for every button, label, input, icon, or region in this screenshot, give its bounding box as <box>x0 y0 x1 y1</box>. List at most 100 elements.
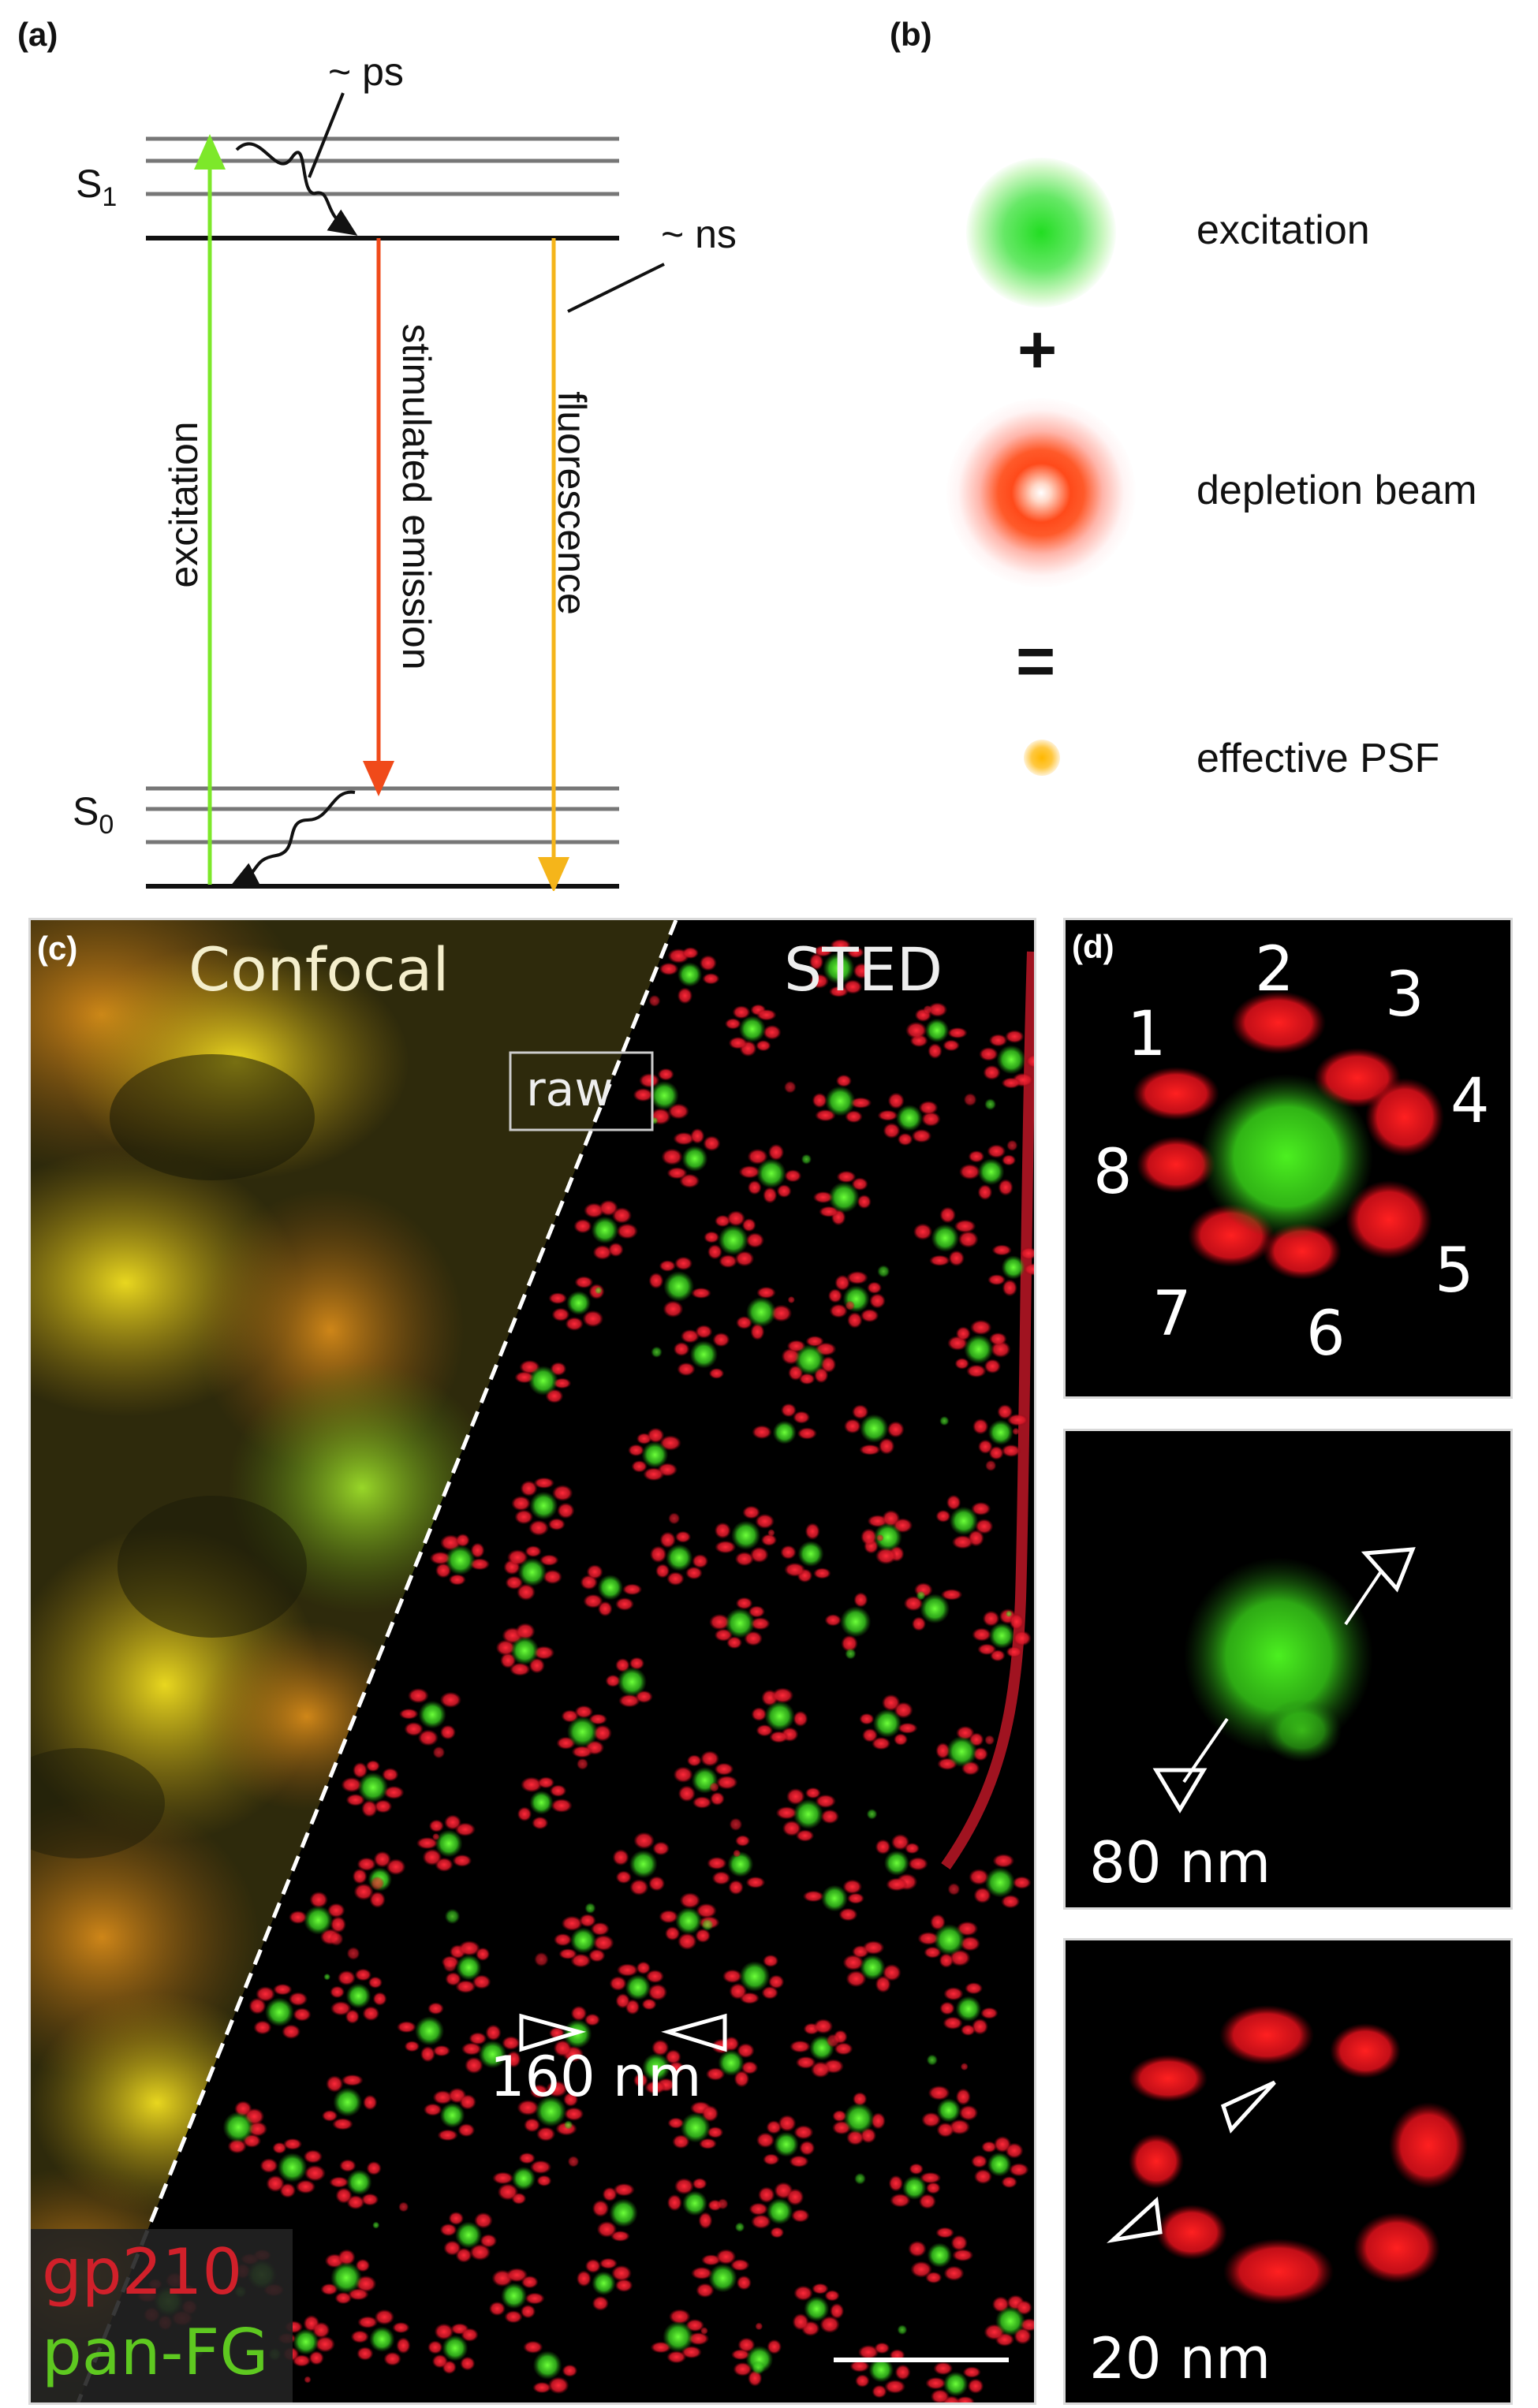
background-speckle <box>926 2054 939 2066</box>
subunit-number-8: 8 <box>1093 1137 1133 1208</box>
nuclear-pore <box>903 1582 963 1631</box>
nuclear-pore <box>612 1832 670 1896</box>
depletion-donut <box>946 398 1136 587</box>
nuclear-pore <box>935 1725 988 1776</box>
nuclear-pore <box>416 1814 476 1872</box>
background-speckle <box>733 1849 741 1858</box>
panel-b-label: (b) <box>890 16 932 53</box>
relaxation-wavy-lower <box>229 790 356 888</box>
nuclear-pore <box>736 1286 793 1340</box>
nuclear-pore <box>461 2024 521 2074</box>
background-speckle <box>329 1932 344 1947</box>
nuclear-pore <box>495 1623 555 1676</box>
background-speckle <box>787 1295 795 1304</box>
nuclear-pore <box>503 1545 562 1601</box>
nuclear-pore <box>427 2323 479 2375</box>
nuclear-pore <box>812 1170 872 1226</box>
nuclear-pore <box>969 1854 1032 1909</box>
nuclear-pore <box>320 2249 377 2305</box>
nuclear-pore <box>633 2039 685 2094</box>
nuclear-pore <box>330 1968 387 2024</box>
nuclear-pore <box>511 1477 575 1536</box>
nuclear-pore <box>704 1210 765 1269</box>
background-speckle <box>963 1093 977 1107</box>
nuclear-pore <box>843 1404 905 1456</box>
nuclear-pore <box>398 1687 462 1746</box>
background-speckle <box>534 1951 549 1967</box>
subunit-number-3: 3 <box>1385 960 1424 1031</box>
s1-label: S1 <box>76 162 118 212</box>
d3-scale-label: 20 nm <box>1089 2325 1271 2391</box>
s1-vibrational-levels <box>146 136 619 196</box>
nuclear-pore <box>691 2249 752 2298</box>
nuclear-pore <box>724 1004 782 1057</box>
nuclear-pore <box>321 2074 378 2130</box>
background-speckle <box>755 2322 763 2331</box>
nuclear-pore <box>659 947 720 1005</box>
gp210-image <box>1107 2005 1468 2305</box>
legend-box <box>31 2229 293 2402</box>
nuclear-pore <box>580 1564 643 1617</box>
nuclear-pore <box>628 1427 681 1482</box>
nuclear-pore <box>832 2092 886 2145</box>
subunit-number-7: 7 <box>1152 1279 1192 1350</box>
nuclear-pore <box>667 2101 724 2149</box>
background-speckle <box>801 1154 812 1165</box>
jablonski-diagram <box>146 92 665 891</box>
background-speckle <box>845 1648 857 1660</box>
nuclear-pore <box>523 2340 578 2395</box>
background-speckle <box>709 1782 719 1792</box>
background-speckle <box>370 1876 385 1891</box>
gp210-subunits <box>1129 2005 1468 2305</box>
nuclear-pore <box>939 1982 999 2036</box>
background-speckle <box>845 1300 855 1311</box>
nuclear-pore <box>341 1760 405 1817</box>
nuclear-pore <box>709 1597 771 1649</box>
nuclear-pore <box>633 1068 689 1125</box>
nuclear-pore <box>517 1776 573 1830</box>
nuclear-pore <box>971 2136 1029 2189</box>
nuclear-pore <box>576 2257 633 2311</box>
subunit-number-6: 6 <box>1306 1299 1346 1370</box>
nuclear-pore <box>423 2087 476 2141</box>
stimulated-emission-rotated-label: stimulated emission <box>394 323 439 670</box>
nuclear-pore <box>592 2182 638 2242</box>
effective-psf-spot <box>1024 740 1060 776</box>
nuclear-pore <box>812 1074 872 1124</box>
confocal-label: Confocal <box>189 934 450 1005</box>
depletion-label: depletion beam <box>1196 468 1477 513</box>
nuclear-pore <box>738 1143 802 1204</box>
panel-d-top: 1 2 3 4 5 6 7 8 (d) <box>1063 918 1513 1399</box>
nuclear-pore <box>984 2294 1034 2346</box>
d2-pointer-upper <box>1344 1570 1383 1626</box>
panel-d-bottom: 20 nm <box>1063 1938 1513 2405</box>
nuclear-pore <box>248 1983 312 2040</box>
nuclear-pore <box>329 2159 382 2210</box>
nuclear-pore <box>673 1325 730 1379</box>
background-speckle <box>1005 1610 1013 1618</box>
ns-pointer-line <box>567 263 665 313</box>
background-speckle <box>576 1758 589 1770</box>
nuclear-pore <box>730 2337 782 2387</box>
ps-pointer-line <box>308 92 345 178</box>
nuclear-pore <box>707 1835 766 1895</box>
nuclear-pore <box>396 2002 451 2063</box>
nuclear-pore <box>756 2115 816 2168</box>
raw-box <box>509 1051 654 1131</box>
d2-scale-label: 80 nm <box>1089 1829 1271 1895</box>
nuclear-pore <box>802 1879 864 1922</box>
background-speckle <box>866 1808 878 1820</box>
background-speckle <box>700 2327 708 2335</box>
background-speckle <box>567 2156 580 2168</box>
nuclear-pore <box>925 2361 984 2402</box>
ns-label: ~ ns <box>661 212 737 256</box>
nuclear-pore <box>935 1494 994 1549</box>
background-speckle <box>960 2063 969 2071</box>
c-arrowheads <box>519 2013 727 2052</box>
nuclear-pore <box>722 1954 785 2004</box>
background-speckle <box>594 1286 603 1295</box>
background-speckle <box>767 1529 775 1537</box>
nuclear-pore <box>775 1787 839 1842</box>
ps-label: ~ ps <box>328 50 404 94</box>
nuclear-pore <box>659 1892 720 1951</box>
